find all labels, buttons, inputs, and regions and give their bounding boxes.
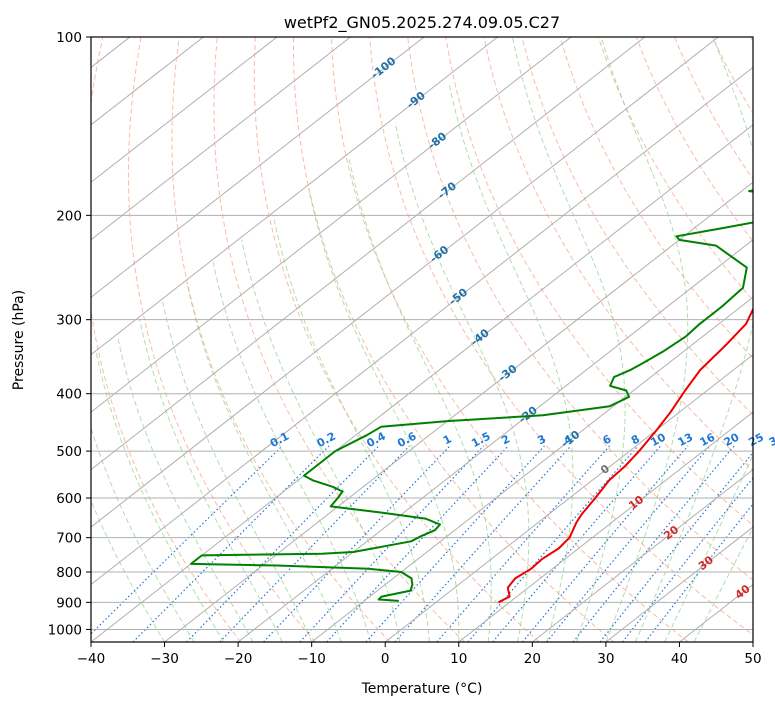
plot-frame [90,36,754,643]
x-tick-label: −10 [297,651,326,667]
mixing-ratio-line [546,445,711,642]
x-tick-label: −40 [77,651,106,667]
x-tick-label: 30 [597,651,614,667]
y-tick-label: 200 [56,208,82,224]
x-tick-label: 20 [524,651,541,667]
mixing-ratio-line [436,445,611,642]
isotherm-line [384,354,753,642]
dry-adiabat-line [292,37,615,642]
dry-adiabat-line [445,37,753,526]
mixing-ratio-line [263,445,451,642]
moist-adiabat-line [91,499,166,642]
moist-adiabat-line [139,319,283,642]
y-tick-label: 900 [56,595,82,611]
moist-adiabat-line [162,301,313,642]
isotherm-line [164,181,753,642]
isotherm-line [91,37,278,183]
skewed-isotherms [0,37,753,642]
isotherm-line [532,468,753,642]
chart-title: wetPf2_GN05.2025.274.09.05.C27 [284,13,560,33]
mixing-ratio-label: 16 [698,430,718,449]
y-tick-label: 300 [56,313,82,329]
mixing-ratio-line [219,445,410,642]
x-axis-ticks: −40 −30 −20 −10 0 10 20 30 40 50 [77,642,762,667]
dry-adiabat-line [559,37,753,359]
dry-adiabat-line [253,37,540,642]
x-tick-label: −30 [150,651,179,667]
x-axis-title: Temperature (°C) [361,681,483,697]
isotherm-line [91,37,498,356]
dry-adiabat-line [407,37,753,581]
isotherm-line [91,37,719,528]
moist-adiabat-line [272,215,430,642]
x-tick-label: 40 [671,651,688,667]
moist-adiabat-line [186,282,342,642]
moist-adiabat-line [212,262,371,642]
dry-adiabat-line [369,37,753,636]
mixing-ratio-line [467,445,639,642]
mixing-ratio-line [186,445,380,642]
temperature-profile-line [498,307,753,604]
dry-adiabat-line [521,37,753,416]
dry-adiabat-line [750,37,753,43]
isotherm-line [91,37,425,298]
dry-adiabat-line [91,37,242,642]
y-tick-label: 400 [56,387,82,403]
y-tick-label: 700 [56,531,82,547]
moist-adiabat-line [511,37,626,642]
isotherm-line [91,66,753,586]
dry-adiabat-line [331,37,689,642]
isotherm-line [605,526,753,642]
sounding-profiles [190,189,753,604]
mixing-ratio-line [622,476,753,642]
mixing-ratio-label: 13 [676,431,696,450]
moist-adiabat-line [448,83,574,642]
mixing-ratio-label: 20 [722,430,742,449]
isotherm-line [458,411,753,642]
x-tick-label: 0 [381,651,390,667]
mixing-ratio-line [522,445,689,642]
isotherm-line [311,296,753,642]
mixing-ratio-line [132,445,330,642]
mixing-ratio-line [299,445,485,642]
mixing-ratio-line [644,503,753,642]
mixing-ratio-label: 30 [767,430,775,449]
mixing-ratio-label: 25 [746,431,766,450]
y-tick-label: 800 [56,565,82,581]
y-axis-title: Pressure (hPa) [11,290,27,390]
isotherm-line [91,124,753,642]
moist-adiabat-line [600,37,689,642]
y-tick-label: 100 [56,30,82,46]
isotherm-line [91,37,646,471]
moist-adiabat-line [664,453,753,642]
moist-adiabat-line [348,157,492,642]
x-tick-label: −20 [224,651,253,667]
mixing-ratio-line [492,445,662,642]
isobar-gridlines [91,37,753,630]
isotherm-line [91,37,351,241]
moist-adiabat-line [95,351,224,642]
x-tick-label: 50 [744,651,761,667]
isotherm-line [0,37,56,642]
mixing-ratio-line [326,445,509,642]
x-tick-label: 10 [450,651,467,667]
plot-background [91,37,753,642]
y-tick-label: 600 [56,491,82,507]
isotherm-line [752,641,753,642]
moist-adiabat-line [117,336,254,642]
moist-adiabat-line [91,426,195,642]
dry-adiabat-line [171,37,391,642]
moist-adiabat-line [308,188,460,642]
mixing-ratio-line [365,445,545,642]
isotherm-line [237,239,753,642]
moist-adiabat-line [241,239,401,642]
y-axis-ticks: 100 200 300 400 500 600 700 800 900 1000 [48,30,91,638]
dewpoint-profile-line [190,189,753,602]
y-tick-label: 1000 [48,622,82,638]
moist-adiabat-line [394,123,530,642]
isotherm-line [91,37,572,413]
y-tick-label: 500 [56,444,82,460]
